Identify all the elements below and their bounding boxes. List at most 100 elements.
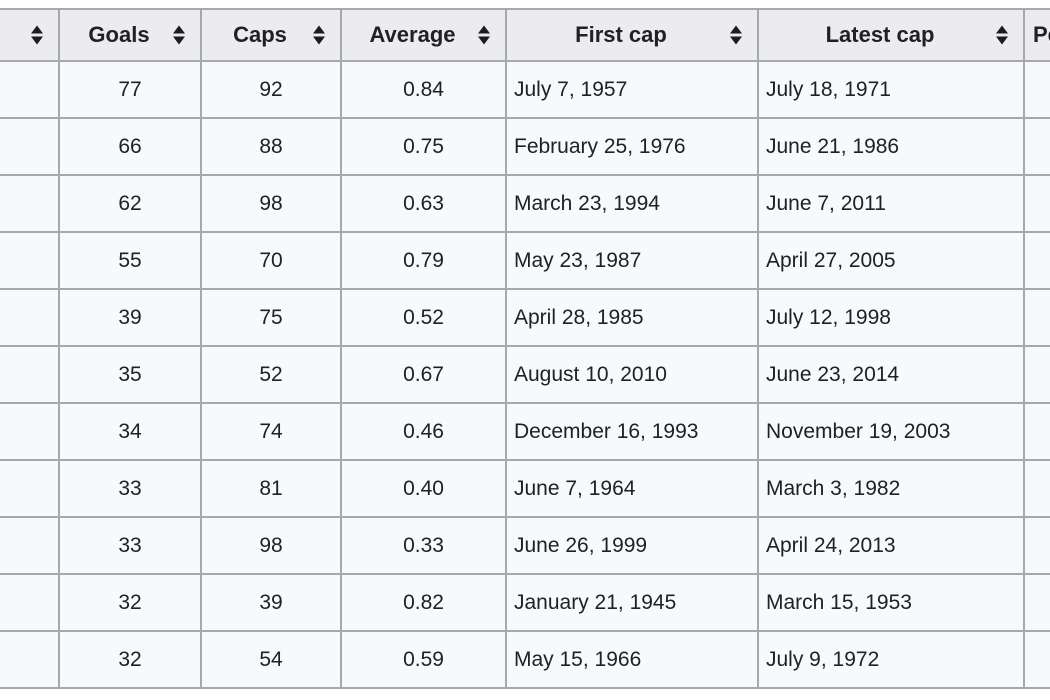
cell-name [0,117,60,176]
sort-icon [31,25,43,45]
cell-period [1023,174,1050,233]
cell-latest-cap: March 3, 1982 [757,459,1025,518]
cell-name [0,573,60,632]
table-row: 77 92 0.84 July 7, 1957 July 18, 1971 [0,60,1050,119]
cell-goals: 33 [58,459,202,518]
table-body: 77 92 0.84 July 7, 1957 July 18, 1971 66… [0,60,1050,689]
cell-caps: 39 [200,573,342,632]
cell-goals: 77 [58,60,202,119]
column-header-caps-label: Caps [233,22,287,47]
column-header-goals[interactable]: Goals [58,8,202,62]
cell-caps: 54 [200,630,342,689]
cell-caps: 92 [200,60,342,119]
cell-name [0,60,60,119]
cell-goals: 32 [58,573,202,632]
cell-average: 0.52 [340,288,507,347]
table-row: 66 88 0.75 February 25, 1976 June 21, 19… [0,117,1050,176]
cell-name [0,174,60,233]
cell-average: 0.82 [340,573,507,632]
table-row: 33 81 0.40 June 7, 1964 March 3, 1982 [0,459,1050,518]
cell-average: 0.33 [340,516,507,575]
column-header-first-cap[interactable]: First cap [505,8,759,62]
cell-latest-cap: June 7, 2011 [757,174,1025,233]
column-header-latest-cap-label: Latest cap [825,22,935,47]
cell-latest-cap: April 27, 2005 [757,231,1025,290]
cell-goals: 35 [58,345,202,404]
cell-period [1023,345,1050,404]
cell-goals: 62 [58,174,202,233]
cell-average: 0.40 [340,459,507,518]
cell-period [1023,60,1050,119]
column-header-caps[interactable]: Caps [200,8,342,62]
cell-name [0,288,60,347]
cell-first-cap: May 23, 1987 [505,231,759,290]
cell-caps: 52 [200,345,342,404]
column-header-average[interactable]: Average [340,8,507,62]
cell-first-cap: July 7, 1957 [505,60,759,119]
cell-name [0,231,60,290]
cell-caps: 74 [200,402,342,461]
column-header-goals-label: Goals [88,22,150,47]
sort-icon [996,25,1008,45]
table-row: 33 98 0.33 June 26, 1999 April 24, 2013 [0,516,1050,575]
cell-period [1023,516,1050,575]
cell-name [0,345,60,404]
sortable-stats-table: Goals Caps Average First cap Latest cap [0,8,1050,689]
cell-average: 0.75 [340,117,507,176]
cell-goals: 66 [58,117,202,176]
cell-caps: 70 [200,231,342,290]
cell-latest-cap: November 19, 2003 [757,402,1025,461]
cell-caps: 98 [200,516,342,575]
cell-latest-cap: July 9, 1972 [757,630,1025,689]
cell-goals: 55 [58,231,202,290]
table-row: 39 75 0.52 April 28, 1985 July 12, 1998 [0,288,1050,347]
cell-caps: 81 [200,459,342,518]
cell-caps: 88 [200,117,342,176]
column-header-period[interactable]: Pe [1023,8,1050,62]
cell-period [1023,459,1050,518]
sort-icon [313,25,325,45]
cell-latest-cap: July 12, 1998 [757,288,1025,347]
cell-name [0,459,60,518]
cell-latest-cap: April 24, 2013 [757,516,1025,575]
table-row: 35 52 0.67 August 10, 2010 June 23, 2014 [0,345,1050,404]
column-header-latest-cap[interactable]: Latest cap [757,8,1025,62]
cell-period [1023,231,1050,290]
cell-caps: 75 [200,288,342,347]
cell-first-cap: June 26, 1999 [505,516,759,575]
cell-latest-cap: June 21, 1986 [757,117,1025,176]
cell-first-cap: December 16, 1993 [505,402,759,461]
cell-first-cap: March 23, 1994 [505,174,759,233]
cell-first-cap: January 21, 1945 [505,573,759,632]
column-header-period-label: Pe [1033,22,1050,47]
cell-period [1023,630,1050,689]
table-header-row: Goals Caps Average First cap Latest cap [0,8,1050,62]
cell-goals: 39 [58,288,202,347]
cell-average: 0.79 [340,231,507,290]
cell-first-cap: April 28, 1985 [505,288,759,347]
cell-caps: 98 [200,174,342,233]
column-header-name[interactable] [0,8,60,62]
cell-average: 0.59 [340,630,507,689]
cell-average: 0.46 [340,402,507,461]
cell-goals: 34 [58,402,202,461]
cell-period [1023,402,1050,461]
sort-icon [173,25,185,45]
cell-period [1023,288,1050,347]
cell-name [0,516,60,575]
table-row: 55 70 0.79 May 23, 1987 April 27, 2005 [0,231,1050,290]
cell-first-cap: May 15, 1966 [505,630,759,689]
cell-first-cap: February 25, 1976 [505,117,759,176]
cell-name [0,630,60,689]
cell-latest-cap: July 18, 1971 [757,60,1025,119]
sort-icon [478,25,490,45]
cell-name [0,402,60,461]
cell-goals: 33 [58,516,202,575]
cell-latest-cap: March 15, 1953 [757,573,1025,632]
column-header-first-cap-label: First cap [575,22,667,47]
cell-period [1023,117,1050,176]
table-row: 32 39 0.82 January 21, 1945 March 15, 19… [0,573,1050,632]
cell-average: 0.84 [340,60,507,119]
cell-first-cap: June 7, 1964 [505,459,759,518]
